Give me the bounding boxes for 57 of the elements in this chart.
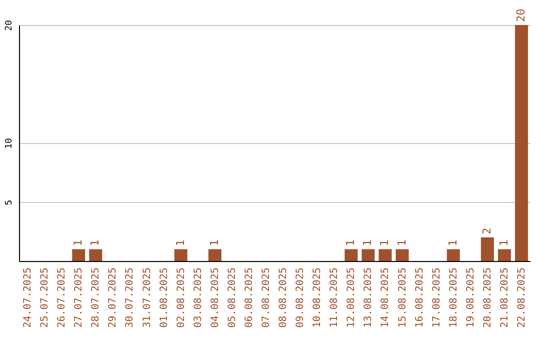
bar — [362, 249, 375, 261]
data-label: 1 — [497, 240, 510, 246]
x-tick-label: 05.08.2025 — [226, 268, 238, 328]
x-tick-label: 24.07.2025 — [22, 268, 34, 328]
x-tick-label: 28.07.2025 — [90, 268, 102, 328]
x-tick-label: 16.08.2025 — [414, 268, 426, 328]
x-tick-label: 27.07.2025 — [74, 268, 85, 328]
x-tick-label: 29.07.2025 — [108, 268, 119, 328]
x-tick-label: 09.08.2025 — [295, 268, 306, 328]
data-label: 1 — [208, 240, 221, 246]
bar — [498, 249, 511, 261]
x-tick-label: 06.08.2025 — [244, 268, 255, 328]
data-label: 1 — [378, 240, 392, 246]
bar — [514, 25, 528, 261]
data-label: 1 — [395, 240, 408, 246]
y-tick-label: 10 — [4, 138, 14, 149]
x-tick-label: 02.08.2025 — [176, 268, 187, 328]
bar — [344, 249, 358, 261]
x-tick-label: 07.08.2025 — [260, 268, 272, 328]
y-tick-label: 20 — [4, 20, 14, 31]
data-label: 1 — [344, 240, 358, 246]
x-tick-label: 30.07.2025 — [124, 268, 136, 328]
x-tick-label: 10.08.2025 — [312, 268, 324, 328]
x-tick-label: 22.08.2025 — [516, 268, 528, 328]
bar — [378, 249, 392, 261]
bar — [208, 249, 222, 261]
x-tick-label: 26.07.2025 — [56, 268, 68, 328]
x-tick-label: 31.07.2025 — [142, 268, 153, 328]
x-tick-label: 12.08.2025 — [346, 268, 358, 328]
x-tick-label: 03.08.2025 — [192, 268, 204, 328]
x-tick-label: 01.08.2025 — [158, 268, 170, 328]
x-tick-label: 17.08.2025 — [431, 268, 442, 328]
x-tick-label: 14.08.2025 — [380, 268, 392, 328]
x-tick-label: 13.08.2025 — [363, 268, 374, 328]
y-tick-label: 5 — [4, 200, 14, 206]
bar — [89, 249, 102, 261]
bar — [72, 249, 86, 261]
data-label: 20 — [514, 8, 528, 22]
bar — [446, 249, 460, 261]
bar — [396, 249, 409, 261]
x-tick-label: 25.07.2025 — [40, 268, 51, 328]
data-label: 1 — [361, 240, 374, 246]
x-tick-label: 11.08.2025 — [329, 268, 340, 328]
data-label: 2 — [480, 228, 494, 234]
x-tick-label: 20.08.2025 — [482, 268, 494, 328]
data-label: 1 — [72, 240, 85, 246]
x-tick-label: 19.08.2025 — [465, 268, 476, 328]
x-tick-label: 08.08.2025 — [278, 268, 290, 328]
x-tick-label: 04.08.2025 — [210, 268, 221, 328]
bar — [480, 237, 494, 261]
data-label: 1 — [174, 240, 187, 246]
x-tick-label: 18.08.2025 — [448, 268, 460, 328]
data-label: 1 — [446, 240, 460, 246]
data-label: 1 — [88, 240, 102, 246]
x-tick-label: 15.08.2025 — [397, 268, 408, 328]
bar — [174, 249, 188, 261]
x-tick-label: 21.08.2025 — [499, 268, 510, 328]
